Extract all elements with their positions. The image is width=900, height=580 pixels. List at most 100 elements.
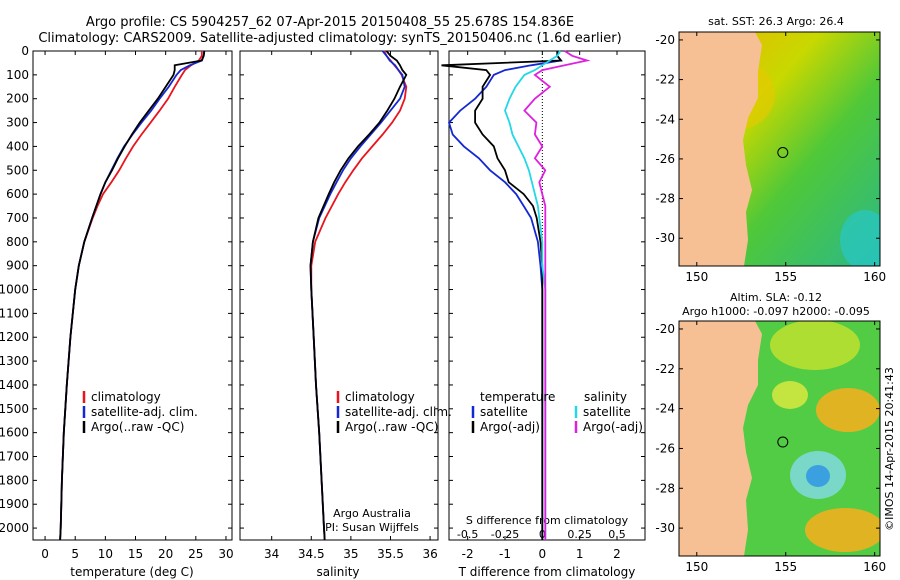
difference-panel: T difference from climatology S differen… bbox=[441, 50, 646, 579]
header-line-1: Argo profile: CS 5904257_62 07-Apr-2015 … bbox=[86, 15, 574, 30]
difference-lines bbox=[441, 50, 591, 540]
x-tick-label: 155 bbox=[774, 270, 797, 284]
s-tick-label: -0.5 bbox=[457, 528, 478, 541]
y-tick-label: 1900 bbox=[0, 497, 29, 511]
salinity-lines bbox=[309, 50, 408, 541]
difference-ticks: -2 -1 0 1 2-0.5 -0.25 0 0.25 0.5 bbox=[449, 50, 645, 561]
sla-map-title: Altim. SLA: -0.12 bbox=[730, 291, 822, 304]
temperature-legend: climatology satellite-adj. clim. Argo(..… bbox=[82, 390, 198, 434]
argo-location-marker bbox=[777, 436, 789, 448]
x-tick-label: 155 bbox=[774, 560, 797, 574]
imos-credit: ©IMOS 14-Apr-2015 20:41:43 bbox=[883, 367, 896, 531]
sla-low-core bbox=[806, 465, 830, 487]
sla-map-ticks: 150 155 160 -20 -22 -24 -26 -28 -30 bbox=[655, 321, 886, 574]
x-tick-label: 5 bbox=[71, 547, 79, 561]
y-tick-label: 100 bbox=[6, 68, 29, 82]
y-tick-label: -20 bbox=[655, 33, 675, 47]
series-line-argo-raw-qc bbox=[59, 50, 206, 541]
sla-map-frame bbox=[678, 320, 881, 557]
sla-map-subtitle: Argo h1000: -0.097 h2000: -0.095 bbox=[682, 305, 870, 318]
temperature-lines bbox=[59, 50, 206, 541]
sst-map-ticks: 150 155 160 -20 -22 -24 -26 -28 -30 bbox=[655, 32, 886, 284]
y-tick-label: -20 bbox=[655, 322, 675, 336]
x-tick-label: 0 bbox=[41, 547, 49, 561]
legend-title-temperature: temperature bbox=[480, 390, 555, 404]
y-tick-label: 900 bbox=[6, 259, 29, 273]
sla-high-patch bbox=[805, 508, 880, 552]
series-line-argo-raw-qc bbox=[309, 50, 408, 541]
legend-label-climatology: climatology bbox=[91, 390, 161, 404]
argo-location-marker bbox=[777, 147, 789, 159]
y-tick-label: -28 bbox=[655, 481, 675, 495]
legend-label-satellite: satellite-adj. clim. bbox=[345, 405, 452, 419]
sst-map-title: sat. SST: 26.3 Argo: 26.4 bbox=[708, 15, 844, 28]
argo-australia-annotation: Argo Australia bbox=[333, 507, 411, 520]
legend-label-s-argo: Argo(-adj) bbox=[583, 420, 643, 434]
x-tick-label: -1 bbox=[499, 547, 511, 561]
legend-label-argo: Argo(..raw -QC) bbox=[91, 420, 184, 434]
x-tick-label: 160 bbox=[863, 560, 886, 574]
salinity-xlabel: salinity bbox=[316, 565, 359, 579]
sst-cool-patch bbox=[840, 210, 880, 266]
difference-legend: temperature salinity satellite Argo(-adj… bbox=[471, 390, 643, 434]
series-line-t-argo-adj bbox=[441, 51, 563, 540]
salinity-axes-frame bbox=[239, 50, 439, 541]
x-tick-label: 2 bbox=[613, 547, 621, 561]
legend-label-t-satellite: satellite bbox=[480, 405, 528, 419]
legend-label-climatology: climatology bbox=[345, 390, 415, 404]
s-tick-label: -0.25 bbox=[491, 528, 519, 541]
y-tick-label: -26 bbox=[655, 441, 675, 455]
y-tick-label: 600 bbox=[6, 187, 29, 201]
series-line-t-satellite bbox=[447, 51, 563, 540]
y-tick-label: 1000 bbox=[0, 283, 29, 297]
y-tick-label: 2000 bbox=[0, 521, 29, 535]
difference-axes-frame bbox=[448, 50, 646, 541]
temperature-panel: temperature (deg C) 01002003004005006007… bbox=[0, 44, 234, 579]
y-tick-label: 1600 bbox=[0, 426, 29, 440]
temperature-ticks: 0100200300400500600700800900100011001200… bbox=[0, 44, 234, 561]
x-tick-label: 35.5 bbox=[377, 547, 404, 561]
y-tick-label: 0 bbox=[21, 44, 29, 58]
legend-label-argo: Argo(..raw -QC) bbox=[345, 420, 438, 434]
x-tick-label: 20 bbox=[158, 547, 173, 561]
y-tick-label: -26 bbox=[655, 152, 675, 166]
y-tick-label: 800 bbox=[6, 235, 29, 249]
x-tick-label: 34.5 bbox=[298, 547, 325, 561]
header-line-2: Climatology: CARS2009. Satellite-adjuste… bbox=[38, 31, 621, 46]
series-line-s-argo-adj bbox=[523, 50, 591, 540]
series-line-climatology bbox=[310, 50, 408, 541]
y-tick-label: 1200 bbox=[0, 330, 29, 344]
sst-map-image bbox=[679, 32, 880, 266]
y-tick-label: 400 bbox=[6, 139, 29, 153]
x-tick-label: 36 bbox=[422, 547, 437, 561]
x-tick-label: 25 bbox=[188, 547, 203, 561]
y-tick-label: 300 bbox=[6, 116, 29, 130]
difference-xlabel: T difference from climatology bbox=[458, 565, 636, 579]
series-line-climatology bbox=[59, 51, 203, 541]
x-tick-label: 150 bbox=[685, 270, 708, 284]
y-tick-label: 1300 bbox=[0, 354, 29, 368]
s-tick-label: 0.25 bbox=[567, 528, 592, 541]
x-tick-label: 160 bbox=[863, 270, 886, 284]
sla-high-patch bbox=[816, 388, 880, 432]
legend-label-satellite: satellite-adj. clim. bbox=[91, 405, 198, 419]
temperature-xlabel: temperature (deg C) bbox=[70, 565, 193, 579]
y-tick-label: -24 bbox=[655, 402, 675, 416]
y-tick-label: 500 bbox=[6, 163, 29, 177]
sla-map-panel: Altim. SLA: -0.12 Argo h1000: -0.097 h20… bbox=[655, 291, 886, 574]
y-tick-label: 1500 bbox=[0, 402, 29, 416]
sla-map-image bbox=[679, 321, 880, 556]
y-tick-label: -22 bbox=[655, 73, 675, 87]
y-tick-label: 1800 bbox=[0, 473, 29, 487]
salinity-panel: salinity 34 34.5 35 35.5 36 climatology sate… bbox=[239, 50, 452, 579]
x-tick-label: 150 bbox=[685, 560, 708, 574]
x-tick-label: 35 bbox=[343, 547, 358, 561]
y-tick-label: 1700 bbox=[0, 450, 29, 464]
y-tick-label: -30 bbox=[655, 231, 675, 245]
pi-annotation: PI: Susan Wijffels bbox=[325, 521, 419, 534]
x-tick-label: 1 bbox=[576, 547, 584, 561]
legend-title-salinity: salinity bbox=[584, 390, 627, 404]
s-tick-label: 0.5 bbox=[608, 528, 626, 541]
salinity-legend: climatology satellite-adj. clim. Argo(..… bbox=[336, 390, 452, 434]
